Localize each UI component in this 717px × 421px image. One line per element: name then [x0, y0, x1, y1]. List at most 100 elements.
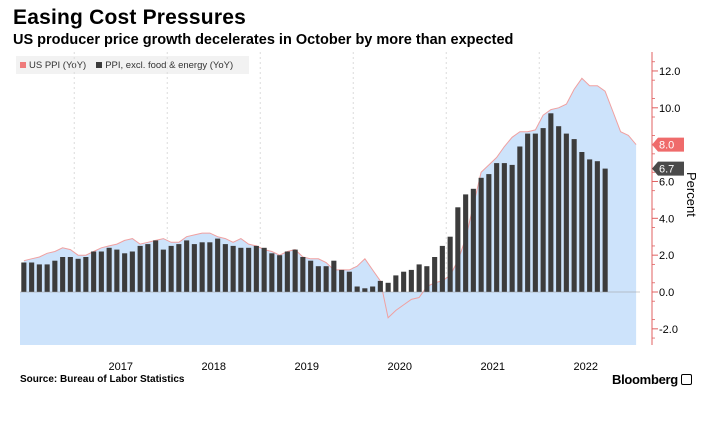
core-bar — [36, 264, 42, 292]
core-bar — [153, 240, 159, 292]
core-bar — [300, 257, 306, 292]
core-bar — [176, 244, 182, 292]
x-tick-label: 2021 — [481, 361, 505, 373]
y-tick-label: 6.0 — [659, 176, 674, 188]
core-bar — [83, 257, 89, 292]
y-tick-label: 2.0 — [659, 250, 674, 262]
core-bar — [463, 194, 469, 292]
legend-label-core: PPI, excl. food & energy (YoY) — [105, 59, 234, 71]
core-bar — [277, 255, 283, 292]
core-bar — [525, 133, 531, 292]
core-bar — [571, 139, 577, 292]
core-bar — [137, 245, 143, 292]
x-tick-label: 2018 — [202, 361, 226, 373]
y-tick-label: 4.0 — [659, 213, 674, 225]
core-bar — [215, 238, 221, 292]
core-bar — [331, 260, 337, 292]
core-bar — [191, 244, 197, 292]
brand-name: Bloomberg — [612, 372, 678, 387]
core-bar — [106, 247, 112, 292]
core-bar — [207, 242, 213, 292]
core-bar — [261, 247, 267, 292]
core-bar — [548, 113, 554, 292]
core-bar — [246, 247, 252, 292]
x-tick-label: 2020 — [388, 361, 412, 373]
core-bar — [470, 188, 476, 292]
core-bar — [447, 236, 453, 292]
core-bar — [60, 257, 66, 292]
core-bar — [160, 249, 166, 292]
core-bar — [385, 282, 391, 292]
core-bar — [44, 264, 50, 292]
chart-subtitle: US producer price growth decelerates in … — [13, 32, 514, 48]
core-bar — [408, 269, 414, 292]
core-badge-label: 6.7 — [659, 164, 674, 176]
core-bar — [222, 244, 228, 292]
core-bar — [370, 286, 376, 292]
core-bar — [346, 271, 352, 292]
legend: US PPI (YoY) PPI, excl. food & energy (Y… — [16, 56, 250, 74]
core-bar — [354, 286, 360, 292]
core-bar — [269, 253, 275, 292]
core-bar — [602, 168, 608, 292]
core-bar — [587, 159, 593, 292]
legend-item-core: PPI, excl. food & energy (YoY) — [96, 60, 233, 71]
core-bar — [52, 260, 58, 292]
ppi-line — [23, 77, 637, 319]
core-bar — [486, 174, 492, 292]
core-bar — [308, 260, 314, 292]
core-bar — [75, 258, 81, 292]
x-tick-label: 2022 — [574, 361, 598, 373]
core-bar — [594, 161, 600, 292]
x-tick-label: 2019 — [295, 361, 319, 373]
bloomberg-mark-icon — [680, 374, 692, 385]
source-note: Source: Bureau of Labor Statistics — [20, 374, 185, 385]
core-bar — [401, 271, 407, 292]
core-bar — [393, 275, 399, 292]
core-bar — [122, 253, 128, 292]
core-bar — [230, 245, 236, 292]
core-bar — [114, 249, 120, 292]
core-bar — [432, 257, 438, 292]
core-bar — [323, 266, 329, 292]
core-bar — [238, 247, 244, 292]
core-bar — [424, 266, 430, 292]
core-bar — [98, 251, 104, 292]
core-bar — [253, 245, 259, 292]
core-bar — [67, 257, 73, 292]
ppi-badge — [652, 137, 684, 152]
legend-item-ppi: US PPI (YoY) — [20, 60, 86, 71]
legend-swatch-ppi — [20, 62, 26, 68]
core-bar — [563, 133, 569, 292]
core-bar — [501, 163, 507, 292]
ppi-badge-label: 8.0 — [659, 140, 674, 152]
core-bar — [377, 280, 383, 292]
y-tick-label: -2.0 — [659, 324, 678, 336]
legend-label-ppi: US PPI (YoY) — [29, 59, 87, 71]
core-bar — [284, 251, 290, 292]
core-bar — [29, 262, 35, 292]
core-bar — [91, 251, 97, 292]
core-bar — [21, 262, 27, 292]
y-tick-label: 10.0 — [659, 103, 680, 115]
y-tick-label: 0.0 — [659, 287, 674, 299]
area-fill-below-zero — [20, 292, 637, 345]
core-bar — [579, 152, 585, 292]
core-bar — [168, 245, 174, 292]
core-bar — [494, 163, 500, 292]
core-bar — [532, 133, 538, 292]
legend-swatch-core — [96, 62, 103, 68]
core-bar — [540, 128, 546, 292]
y-axis-title: Percent — [684, 172, 699, 217]
brand-logo: Bloomberg — [612, 372, 692, 387]
core-badge — [652, 161, 684, 176]
core-bar — [339, 269, 345, 292]
core-bar — [455, 207, 461, 292]
core-bar — [416, 264, 422, 292]
core-bar — [129, 251, 135, 292]
core-bar — [184, 240, 190, 292]
core-bar — [315, 266, 321, 292]
core-bar — [292, 249, 298, 292]
core-bar — [509, 164, 515, 292]
